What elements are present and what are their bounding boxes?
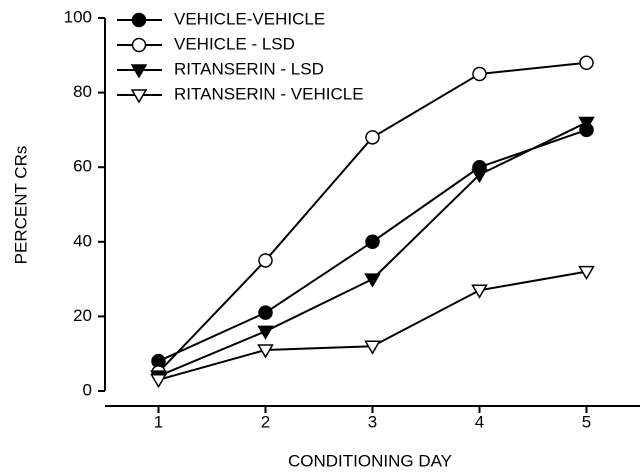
y-tick-label: 40: [73, 231, 92, 250]
legend-marker: [130, 89, 148, 104]
series-line: [158, 121, 587, 378]
series-line: [157, 61, 587, 374]
marker: [365, 130, 380, 145]
legend-marker: [130, 64, 148, 79]
y-tick-label: 0: [83, 380, 92, 399]
legend-label: VEHICLE-VEHICLE: [174, 9, 325, 28]
marker: [150, 374, 167, 389]
x-tick-label: 3: [368, 412, 377, 431]
legend-label: RITANSERIN - VEHICLE: [174, 84, 364, 103]
legend-marker: [131, 12, 147, 28]
y-tick-label: 80: [73, 82, 92, 101]
marker: [364, 340, 381, 355]
y-tick-label: 100: [64, 7, 92, 26]
legend-label: RITANSERIN - LSD: [174, 59, 324, 78]
marker: [471, 168, 488, 184]
marker: [472, 66, 487, 82]
legend-marker: [131, 37, 147, 53]
x-tick-label: 5: [582, 412, 591, 431]
legend-label: VEHICLE - LSD: [174, 34, 295, 53]
marker: [257, 344, 274, 359]
x-tick-label: 4: [475, 412, 484, 431]
marker: [471, 284, 488, 299]
y-tick-label: 60: [73, 157, 92, 176]
series-line: [158, 270, 587, 381]
y-tick-label: 20: [73, 306, 92, 325]
x-tick-label: 2: [261, 412, 270, 431]
x-tick-label: 1: [154, 412, 163, 431]
marker: [258, 253, 273, 268]
marker: [257, 325, 274, 340]
marker: [258, 305, 273, 320]
x-axis-label: CONDITIONING DAY: [288, 451, 452, 470]
marker: [579, 55, 594, 71]
marker: [578, 116, 595, 131]
marker: [578, 265, 595, 281]
marker: [364, 273, 381, 288]
marker: [365, 234, 380, 250]
y-axis-label: PERCENT CRs: [11, 146, 30, 265]
